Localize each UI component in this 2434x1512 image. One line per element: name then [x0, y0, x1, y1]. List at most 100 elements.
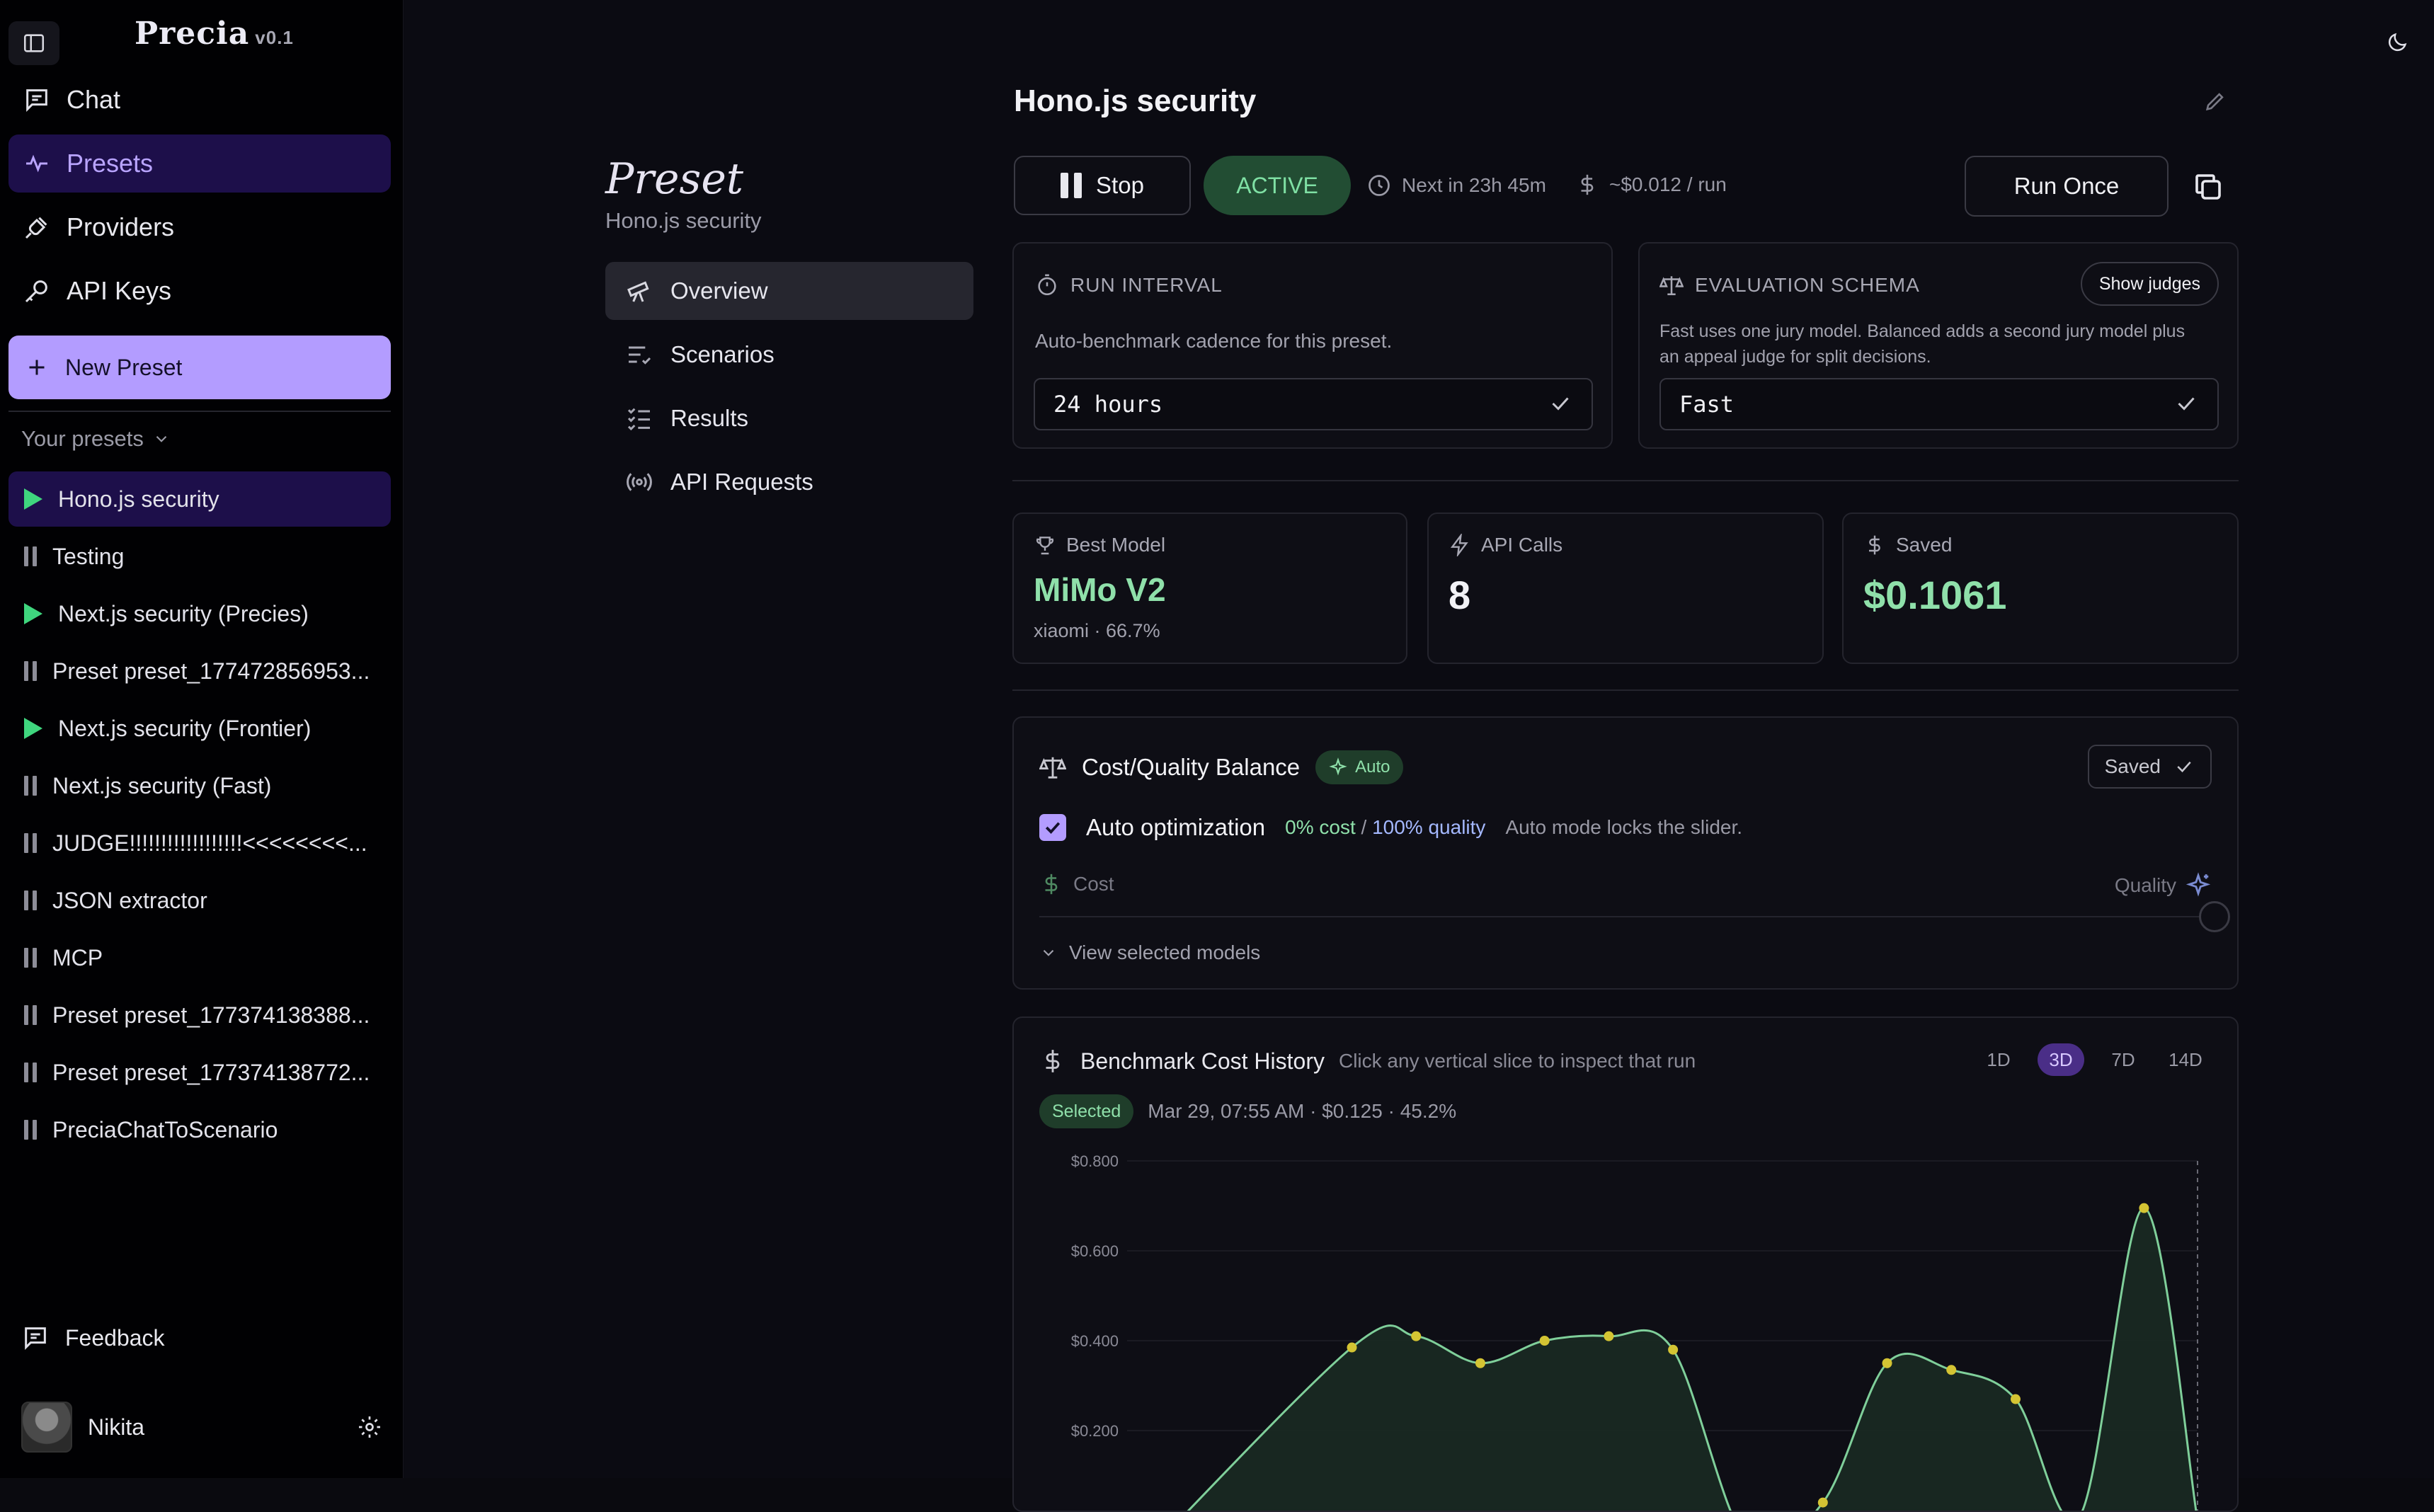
- presets-header: Your presets: [21, 426, 144, 451]
- sidebar-divider: [8, 411, 391, 412]
- avatar: [21, 1402, 72, 1453]
- sparkle-icon: [1329, 757, 1347, 776]
- sidebar-toggle-button[interactable]: [8, 21, 59, 65]
- cost-quality-slider[interactable]: [1039, 901, 2230, 932]
- preset-name: Next.js security (Precies): [58, 600, 309, 626]
- cost-history-chart[interactable]: $0.800 $0.600 $0.400 $0.200: [1014, 1152, 2239, 1512]
- history-title: Benchmark Cost History: [1080, 1048, 1325, 1074]
- run-once-button[interactable]: Run Once: [1965, 156, 2169, 217]
- check-icon: [1552, 397, 1569, 411]
- evaluation-schema-header: EVALUATION SCHEMA: [1659, 273, 1920, 297]
- scale-icon: [1039, 757, 1066, 779]
- sidebar-item-label: Presets: [67, 149, 154, 178]
- preset-name: Preset preset_177374138772...: [52, 1059, 370, 1085]
- saved-status-label: Saved: [2104, 755, 2161, 777]
- show-judges-button[interactable]: Show judges: [2080, 262, 2219, 306]
- preset-item[interactable]: Testing: [8, 529, 391, 584]
- range-1d[interactable]: 1D: [1987, 1048, 2011, 1070]
- section-divider: [1012, 689, 2239, 691]
- auto-chip-label: Auto: [1355, 757, 1390, 777]
- sparkle-icon: [2186, 872, 2211, 897]
- user-menu[interactable]: Nikita: [21, 1402, 382, 1453]
- preset-name: JSON extractor: [52, 887, 207, 913]
- feedback-button[interactable]: Feedback: [21, 1324, 165, 1352]
- tab-results[interactable]: Results: [605, 389, 973, 447]
- copy-button[interactable]: [2191, 170, 2225, 204]
- cost-quality-balance-card: Cost/Quality Balance Auto Saved Auto opt…: [1012, 716, 2239, 990]
- preset-item[interactable]: JSON extractor: [8, 873, 391, 928]
- preset-item[interactable]: Hono.js security: [8, 471, 391, 527]
- version-badge: v0.1: [255, 27, 294, 48]
- preset-item[interactable]: Next.js security (Frontier): [8, 701, 391, 756]
- run-interval-select[interactable]: 24 hours: [1034, 378, 1593, 430]
- dollar-icon: [1869, 535, 1880, 555]
- theme-toggle-button[interactable]: [2376, 21, 2418, 64]
- slider-thumb[interactable]: [2199, 901, 2230, 932]
- saved-value: $0.1061: [1863, 573, 2007, 617]
- stop-button[interactable]: Stop: [1014, 156, 1191, 215]
- tab-api-requests[interactable]: API Requests: [605, 453, 973, 511]
- feedback-label: Feedback: [65, 1324, 165, 1351]
- run-interval-header: RUN INTERVAL: [1035, 273, 1223, 297]
- presets-section-toggle[interactable]: Your presets: [21, 426, 171, 452]
- range-3d[interactable]: 3D: [2038, 1043, 2084, 1076]
- y-tick-label: $0.800: [1071, 1152, 1119, 1170]
- timer-icon: [1038, 274, 1056, 296]
- preset-item[interactable]: Next.js security (Fast): [8, 758, 391, 813]
- balance-ratio: 0% cost / 100% quality: [1285, 816, 1485, 839]
- auto-optimization-checkbox[interactable]: [1039, 814, 1066, 841]
- preset-item[interactable]: PreciaChatToScenario: [8, 1102, 391, 1157]
- balance-header: Cost/Quality Balance Auto: [1039, 750, 1403, 784]
- saved-status-button[interactable]: Saved: [2087, 745, 2212, 789]
- sidebar-item-label: Providers: [67, 212, 175, 241]
- best-model-value: MiMo V2: [1034, 571, 1166, 608]
- history-header: Benchmark Cost History Click any vertica…: [1039, 1048, 1696, 1075]
- broadcast-icon: [627, 473, 652, 491]
- run-once-label: Run Once: [2013, 173, 2120, 199]
- cost-per-run-text: ~$0.012 / run: [1609, 173, 1727, 195]
- data-point: [1668, 1344, 1679, 1355]
- edit-title-button[interactable]: [2203, 89, 2227, 113]
- evaluation-schema-select[interactable]: Fast: [1659, 378, 2219, 430]
- brand-name: Precia: [135, 16, 250, 52]
- data-point: [1411, 1331, 1422, 1341]
- y-tick-label: $0.400: [1071, 1332, 1119, 1350]
- preset-item[interactable]: Preset preset_177374138388...: [8, 987, 391, 1043]
- range-14d[interactable]: 14D: [2169, 1048, 2202, 1070]
- status-badge: ACTIVE: [1204, 156, 1351, 215]
- sidebar-item-providers[interactable]: Providers: [8, 198, 391, 256]
- preset-item[interactable]: Next.js security (Precies): [8, 586, 391, 641]
- new-preset-button[interactable]: New Preset: [8, 336, 391, 399]
- data-point: [1882, 1358, 1892, 1368]
- saved-header: Saved: [1863, 534, 1952, 556]
- preset-item[interactable]: JUDGE!!!!!!!!!!!!!!!!!!<<<<<<<<...: [8, 815, 391, 871]
- tab-scenarios[interactable]: Scenarios: [605, 326, 973, 384]
- auto-optimization-row: Auto optimization 0% cost / 100% quality…: [1039, 814, 1742, 841]
- tab-overview[interactable]: Overview: [605, 262, 973, 320]
- gear-icon[interactable]: [357, 1414, 382, 1440]
- preset-item[interactable]: Preset preset_177374138772...: [8, 1045, 391, 1100]
- tab-label: Results: [670, 405, 749, 431]
- pause-icon: [24, 1120, 37, 1140]
- sidebar-item-presets[interactable]: Presets: [8, 134, 391, 193]
- api-calls-value: 8: [1449, 573, 1471, 617]
- range-7d[interactable]: 7D: [2111, 1048, 2135, 1070]
- cost-end-label: Cost: [1039, 872, 1114, 896]
- evaluation-schema-value: Fast: [1679, 391, 1735, 418]
- evaluation-schema-desc-line: Fast uses one jury model. Balanced adds …: [1659, 321, 2186, 341]
- presets-icon: [26, 154, 47, 173]
- data-point: [2010, 1394, 2021, 1404]
- api-calls-card: API Calls 8: [1427, 512, 1824, 664]
- user-name: Nikita: [88, 1414, 145, 1440]
- view-selected-models-toggle[interactable]: View selected models: [1039, 941, 1260, 964]
- check-icon: [2178, 397, 2195, 411]
- sidebar-item-chat[interactable]: Chat: [8, 71, 391, 129]
- preset-item[interactable]: Preset preset_177472856953...: [8, 643, 391, 699]
- pencil-icon: [2205, 93, 2224, 111]
- clock-icon: [1369, 175, 1390, 196]
- scale-icon: [1659, 276, 1684, 296]
- preset-name: Preset preset_177374138388...: [52, 1002, 370, 1028]
- sidebar-item-api-keys[interactable]: API Keys: [8, 262, 391, 320]
- preset-item[interactable]: MCP: [8, 930, 391, 985]
- history-hint: Click any vertical slice to inspect that…: [1338, 1050, 1696, 1072]
